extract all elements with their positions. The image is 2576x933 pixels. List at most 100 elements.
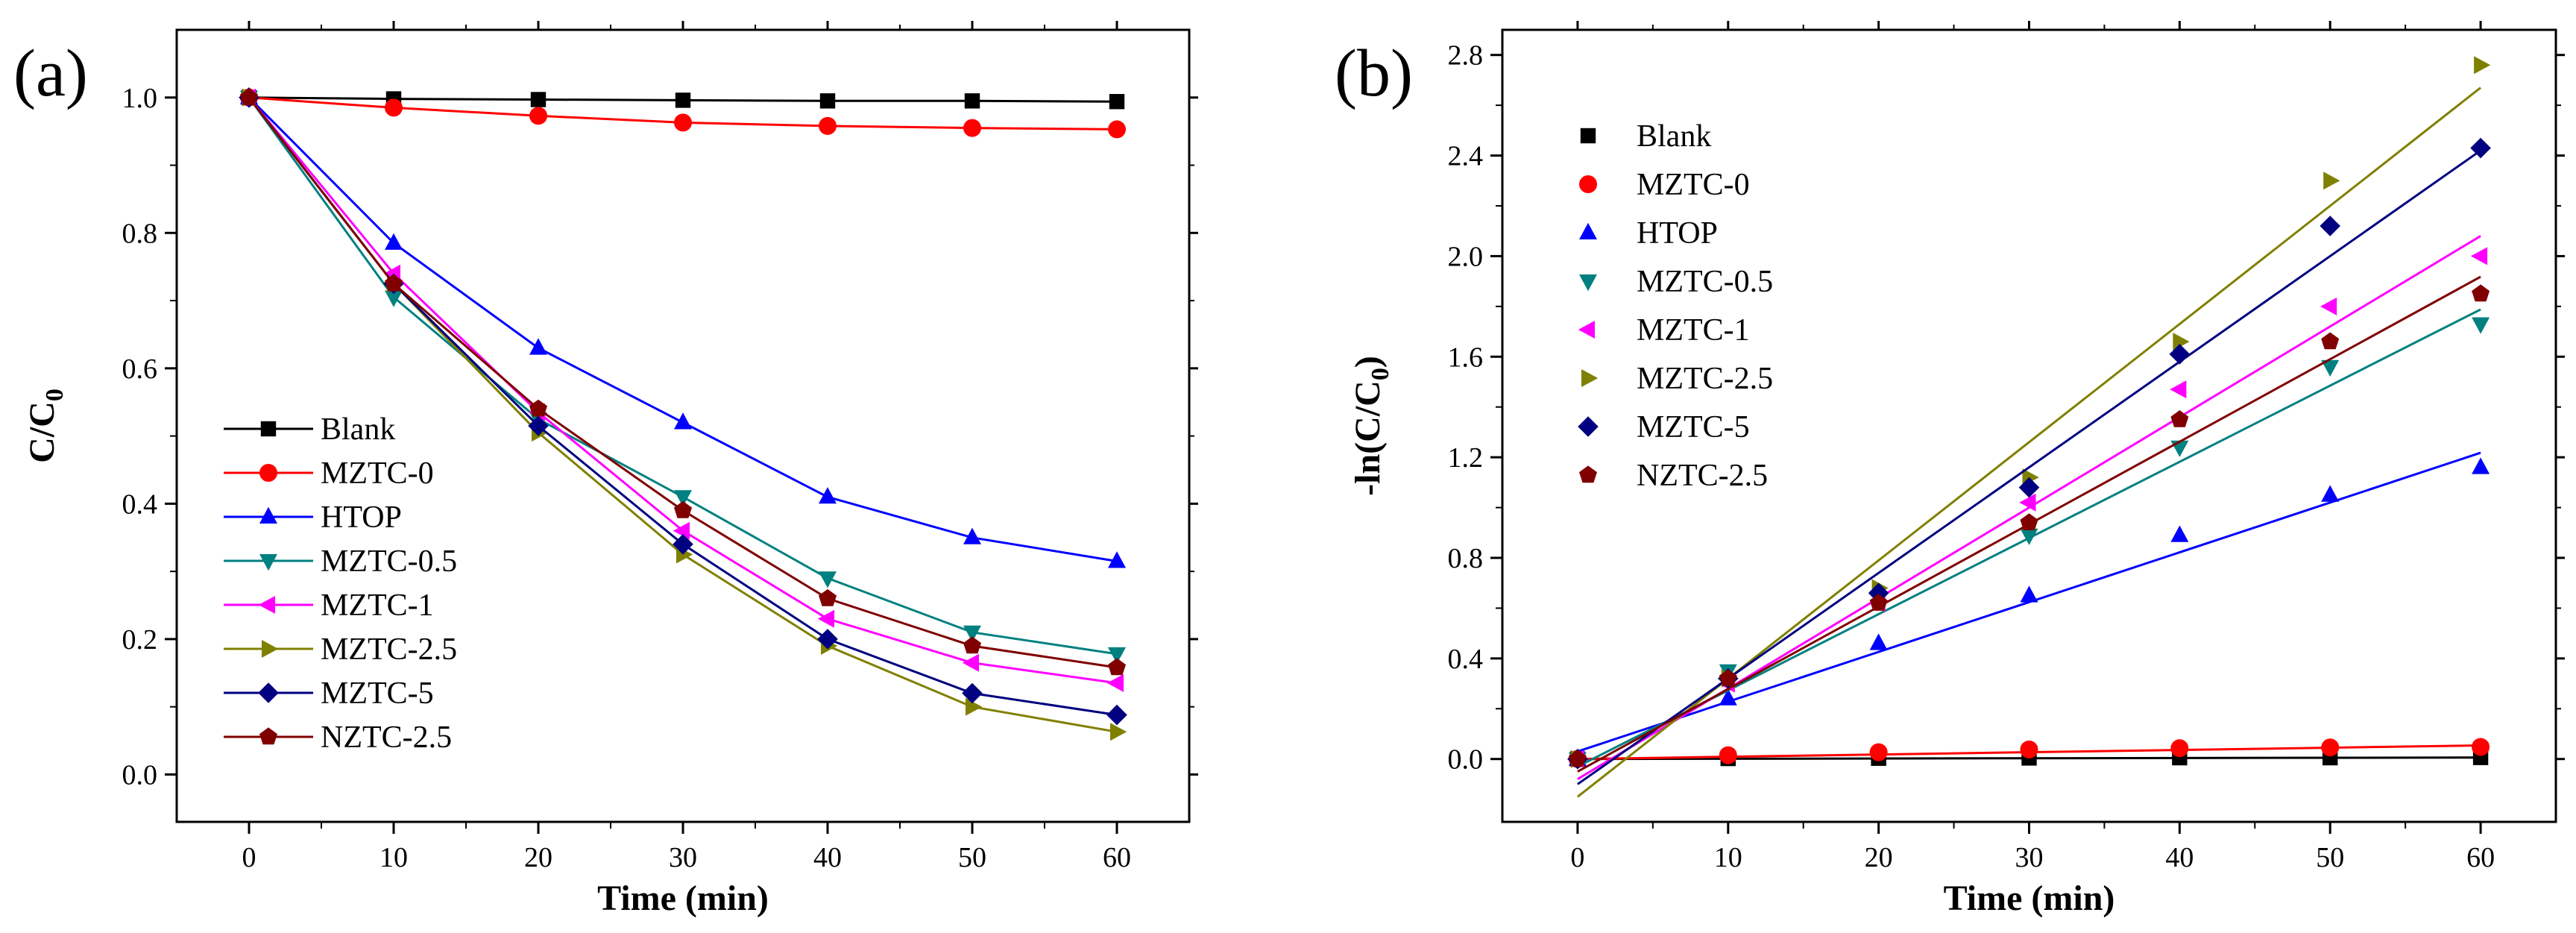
series-mztc-0	[1568, 738, 2490, 768]
legend-item-mztc-2-5: MZTC-2.5	[1581, 362, 1773, 396]
y-tick-label: 1.0	[122, 83, 158, 114]
data-point-mztc-5	[2470, 137, 2491, 159]
legend-item-mztc-5: MZTC-5	[224, 676, 434, 711]
legend-label: Blank	[321, 412, 395, 447]
data-point-nztc-2-5	[2321, 332, 2340, 350]
panel-label-b: (b)	[1335, 37, 1413, 110]
data-point-blank	[530, 92, 547, 107]
data-point-mztc-0-5	[2321, 359, 2340, 377]
legend: Blank MZTC-0 HTOP MZTC-0.5 MZTC-1 MZTC-2.5 MZT…	[1578, 119, 1773, 493]
legend-marker	[262, 640, 279, 658]
data-point-htop	[529, 338, 547, 355]
data-point-mztc-0	[2321, 738, 2340, 757]
y-axis-title-subscript: 0	[1367, 368, 1394, 380]
data-point-mztc-0	[2170, 739, 2189, 758]
data-point-mztc-0-5	[385, 290, 403, 307]
data-point-mztc-1	[2320, 297, 2337, 315]
data-point-mztc-0-5	[674, 490, 692, 507]
chart-panel-b: 0 10 20 30 40 50 60 0.0 0.4 0.8 1.2 1.6 2.0 2.4 2.8 Tim…	[1348, 21, 2565, 918]
legend-label: MZTC-0	[1637, 168, 1750, 202]
y-axis-title-part: -ln(C/C	[1348, 380, 1388, 496]
data-point-mztc-1	[817, 609, 834, 628]
data-point-mztc-5	[673, 534, 693, 555]
y-tick-label: 1.2	[1448, 442, 1484, 474]
legend-label: Blank	[1637, 119, 1711, 154]
data-point-mztc-2-5	[1110, 723, 1127, 741]
legend-label: MZTC-5	[321, 676, 434, 711]
legend-marker	[1580, 128, 1596, 144]
data-point-nztc-2-5	[385, 274, 403, 292]
x-tick-label: 0	[1570, 842, 1584, 873]
y-tick-label: 2.4	[1448, 141, 1484, 172]
data-point-htop	[1869, 633, 1888, 650]
data-point-mztc-2-5	[2173, 333, 2190, 351]
legend-item-blank: Blank	[1580, 119, 1711, 154]
data-point-mztc-0-5	[2170, 440, 2189, 457]
y-tick-label: 2.0	[1448, 241, 1484, 272]
data-point-mztc-0	[2020, 740, 2038, 758]
data-point-htop	[819, 487, 837, 504]
x-tick-label: 20	[524, 842, 552, 873]
data-point-mztc-2-5	[966, 697, 983, 716]
chart-panel-a: 0 10 20 30 40 50 60 0.0 0.2 0.4 0.6 0.8 1.0 Time (min…	[22, 21, 1198, 918]
y-axis-title: -ln(C/C0)	[1348, 356, 1394, 496]
y-tick-label: 0.0	[122, 759, 158, 791]
data-point-mztc-0	[674, 113, 692, 132]
data-point-htop	[385, 233, 403, 250]
x-tick-label: 40	[2165, 842, 2194, 873]
data-point-htop	[674, 412, 692, 430]
data-point-mztc-5	[528, 415, 549, 436]
x-tick-label: 20	[1865, 842, 1893, 873]
legend-label: MZTC-5	[1637, 410, 1750, 444]
x-tick-label: 50	[2316, 842, 2344, 873]
series-nztc-2-5	[1568, 275, 2490, 773]
y-tick-label: 0.2	[122, 624, 158, 656]
legend-marker	[1579, 175, 1597, 193]
y-tick-label: 2.8	[1448, 40, 1484, 72]
data-point-nztc-2-5	[2170, 410, 2189, 427]
data-point-mztc-1	[1106, 673, 1124, 692]
legend-label: MZTC-0.5	[1637, 265, 1773, 299]
data-point-mztc-1	[673, 521, 690, 540]
data-point-mztc-1	[2019, 493, 2036, 512]
data-point-nztc-2-5	[2472, 284, 2490, 302]
data-point-blank	[819, 93, 836, 109]
legend-marker	[258, 596, 275, 614]
x-tick-label: 60	[1103, 842, 1131, 873]
plot-area	[239, 87, 1127, 741]
data-point-nztc-2-5	[963, 636, 981, 654]
y-tick-label: 0.0	[1448, 744, 1484, 776]
data-point-nztc-2-5	[1719, 669, 1737, 686]
data-point-mztc-0	[1719, 746, 1737, 764]
y-tick-label: 1.6	[1448, 342, 1484, 373]
data-point-mztc-2-5	[2323, 172, 2340, 190]
data-point-mztc-1	[2470, 247, 2488, 266]
data-point-nztc-2-5	[2020, 513, 2038, 530]
data-point-mztc-0-5	[1108, 647, 1126, 665]
legend-item-mztc-2-5: MZTC-2.5	[224, 632, 457, 667]
x-tick-label: 30	[2015, 842, 2044, 873]
data-point-mztc-1	[962, 653, 979, 672]
legend-marker	[1579, 465, 1597, 483]
x-tick-label: 40	[813, 842, 842, 873]
legend-item-mztc-0: MZTC-0	[1579, 168, 1750, 202]
legend-marker	[259, 727, 277, 745]
legend-marker	[1581, 369, 1599, 387]
plot-area	[1567, 56, 2491, 798]
legend-marker	[1578, 416, 1599, 437]
legend-item-blank: Blank	[224, 412, 395, 447]
data-point-blank	[1109, 94, 1125, 110]
x-tick-label: 30	[669, 842, 697, 873]
x-tick-label: 10	[380, 842, 408, 873]
legend-label: MZTC-0.5	[321, 544, 457, 579]
data-point-mztc-0	[1108, 120, 1126, 139]
legend-marker	[259, 554, 277, 571]
legend-item-htop: HTOP	[1579, 216, 1718, 251]
data-point-mztc-0	[963, 119, 981, 137]
data-point-nztc-2-5	[674, 500, 692, 518]
data-point-nztc-2-5	[240, 88, 258, 105]
data-point-mztc-0-5	[963, 625, 981, 642]
legend-item-mztc-1: MZTC-1	[224, 588, 434, 623]
legend-label: MZTC-2.5	[321, 632, 457, 667]
